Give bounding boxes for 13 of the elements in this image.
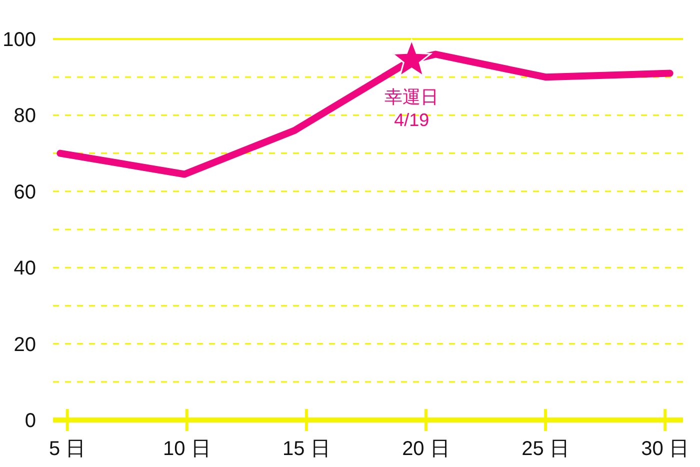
x-tick-label: 10 日 [162,438,211,460]
x-tick-label: 30 日 [641,438,689,460]
y-tick-label: 100 [2,29,36,51]
x-tick-label: 15 日 [282,438,330,460]
annotation: 幸運日 4/19 [384,86,439,130]
y-tick-label: 60 [14,181,36,204]
y-tick-label: 0 [24,410,36,432]
x-tick-label: 5 日 [49,438,86,460]
x-tick-label: 25 日 [522,438,570,460]
y-tick-label: 80 [14,105,36,128]
y-tick-label: 40 [14,258,36,280]
y-tick-label: 20 [14,334,36,356]
x-tick-label: 20 日 [402,438,450,460]
